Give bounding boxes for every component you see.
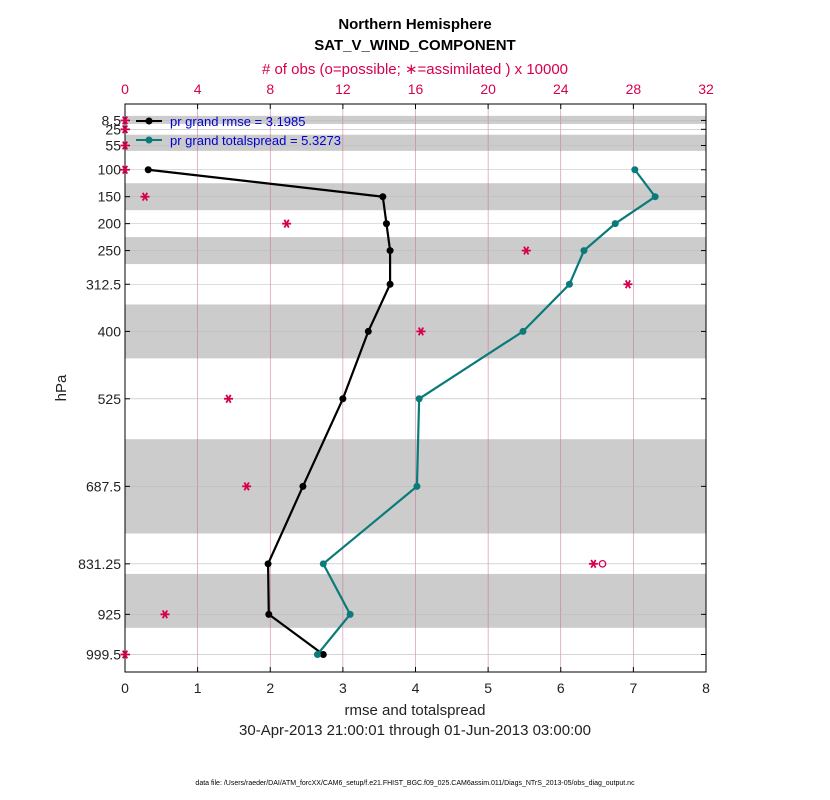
obs-assimilated-marker-5: [282, 219, 292, 228]
x-tick-label-0: 0: [121, 680, 129, 696]
series-lines: [144, 166, 659, 658]
series-0-point-8: [264, 560, 272, 568]
top-tick-label-7: 28: [626, 81, 642, 97]
series-0-point-7: [299, 482, 307, 490]
series-1-point-4: [565, 280, 573, 288]
obs-markers: [120, 116, 633, 659]
top-tick-label-2: 8: [266, 81, 274, 97]
series-0-point-6: [339, 395, 347, 403]
x-tick-label-4: 4: [412, 680, 420, 696]
series-0-point-3: [386, 247, 394, 255]
obs-assimilated-marker-12: [160, 609, 170, 619]
y-tick-label-5: 200: [98, 216, 122, 232]
y-tick-label-2: 55: [105, 137, 121, 153]
y-tick-label-11: 831.25: [78, 556, 121, 572]
chart-title: Northern Hemisphere: [338, 16, 491, 33]
y-tick-label-12: 925: [98, 606, 122, 622]
y-tick-label-0: 8.5: [102, 112, 122, 128]
obs-assimilated-stroke-7-2: [624, 279, 631, 289]
series-1-point-7: [413, 482, 421, 490]
top-tick-label-8: 32: [698, 81, 714, 97]
obs-assimilated-marker-3: [120, 165, 130, 175]
series-1-point-6: [415, 395, 423, 403]
top-tick-label-1: 4: [194, 81, 202, 97]
series-0-point-5: [364, 327, 372, 335]
obs-assimilated-marker-7: [623, 279, 633, 289]
obs-assimilated-marker-8: [416, 327, 426, 336]
data-file-footer: data file: /Users/raeder/DAI/ATM_forcXX/…: [195, 780, 635, 787]
x-tick-label-8: 8: [702, 680, 710, 696]
obs-assimilated-stroke-10-2: [243, 482, 250, 491]
top-tick-label-0: 0: [121, 81, 129, 97]
y-tick-label-6: 250: [98, 243, 122, 259]
y-tick-label-3: 100: [98, 162, 122, 178]
series-1-point-1: [651, 193, 659, 201]
series-0-point-0: [144, 166, 152, 174]
x-tick-label-2: 2: [266, 680, 274, 696]
obs-assimilated-stroke-9-2: [225, 394, 232, 404]
chart-subtitle: SAT_V_WIND_COMPONENT: [314, 37, 515, 54]
legend-rmse-marker: [145, 117, 153, 125]
obs-assimilated-stroke-1-2: [121, 124, 129, 134]
series-0-point-4: [386, 280, 394, 288]
obs-assimilated-stroke-12-2: [161, 609, 168, 619]
legend-spread-label: pr grand totalspread = 5.3273: [170, 133, 341, 148]
x-axis-label: rmse and totalspread: [345, 702, 486, 719]
obs-assimilated-marker-1: [120, 124, 130, 134]
x-tick-label-3: 3: [339, 680, 347, 696]
x-tick-label-6: 6: [557, 680, 565, 696]
series-1-point-2: [611, 220, 619, 228]
obs-assimilated-marker-10: [242, 482, 252, 491]
y-tick-label-1: 25: [105, 121, 121, 137]
x-tick-label-5: 5: [484, 680, 492, 696]
y-tick-label-7: 312.5: [86, 276, 121, 292]
x-tick-label-7: 7: [629, 680, 637, 696]
series-1-point-3: [580, 247, 588, 255]
y-tick-label-10: 687.5: [86, 478, 121, 494]
x-tick-label-1: 1: [194, 680, 202, 696]
obs-assimilated-stroke-13-2: [121, 650, 129, 659]
series-0-point-2: [382, 220, 390, 228]
obs-assimilated-stroke-3-2: [121, 165, 129, 175]
obs-assimilated-stroke-6-2: [523, 246, 530, 255]
obs-assimilated-stroke-5-2: [283, 219, 290, 228]
obs-assimilated-stroke-2-2: [121, 141, 129, 150]
series-1-point-0: [631, 166, 639, 174]
obs-assimilated-marker-2: [120, 141, 130, 150]
legend-rmse-label: pr grand rmse = 3.1985: [170, 114, 306, 129]
obs-assimilated-stroke-11-2: [590, 559, 597, 569]
series-0-point-1: [379, 193, 387, 201]
series-0-point-10: [319, 650, 327, 658]
obs-possible-marker-11: [598, 559, 607, 568]
axis-ticks: 0 1 2 3 4 5 6 7 80 4 8 12 16 20 24 28 328.52555100150200…: [78, 81, 714, 696]
obs-assimilated-marker-0: [120, 116, 130, 125]
top-axis-label: # of obs (o=possible; ∗=assimilated ) x …: [262, 61, 568, 78]
y-tick-label-13: 999.5: [86, 646, 121, 662]
date-range-label: 30-Apr-2013 21:00:01 through 01-Jun-2013…: [239, 722, 591, 739]
y-tick-label-9: 525: [98, 391, 122, 407]
series-1-point-5: [519, 327, 527, 335]
legend: pr grand rmse = 3.1985 pr grand totalspr…: [136, 114, 341, 148]
obs-assimilated-marker-6: [521, 246, 531, 255]
y-tick-label-8: 400: [98, 323, 122, 339]
obs-assimilated-stroke-8-2: [417, 327, 424, 336]
series-1-point-8: [319, 560, 327, 568]
legend-spread-marker: [145, 136, 153, 144]
series-1-point-9: [346, 610, 354, 618]
top-tick-label-3: 12: [335, 81, 351, 97]
obs-assimilated-marker-4: [140, 192, 150, 202]
obs-assimilated-marker-9: [223, 394, 233, 404]
obs-assimilated-marker-11: [588, 559, 598, 569]
top-tick-label-5: 20: [480, 81, 496, 97]
top-tick-label-4: 16: [408, 81, 424, 97]
series-0-point-9: [265, 610, 273, 618]
obs-assimilated-stroke-4-2: [141, 192, 149, 202]
y-axis-label: hPa: [53, 374, 70, 401]
obs-assimilated-stroke-0-2: [121, 116, 129, 125]
top-tick-label-6: 24: [553, 81, 569, 97]
series-1-point-10: [313, 650, 321, 658]
y-tick-label-4: 150: [98, 189, 122, 205]
obs-assimilated-marker-13: [120, 650, 130, 659]
